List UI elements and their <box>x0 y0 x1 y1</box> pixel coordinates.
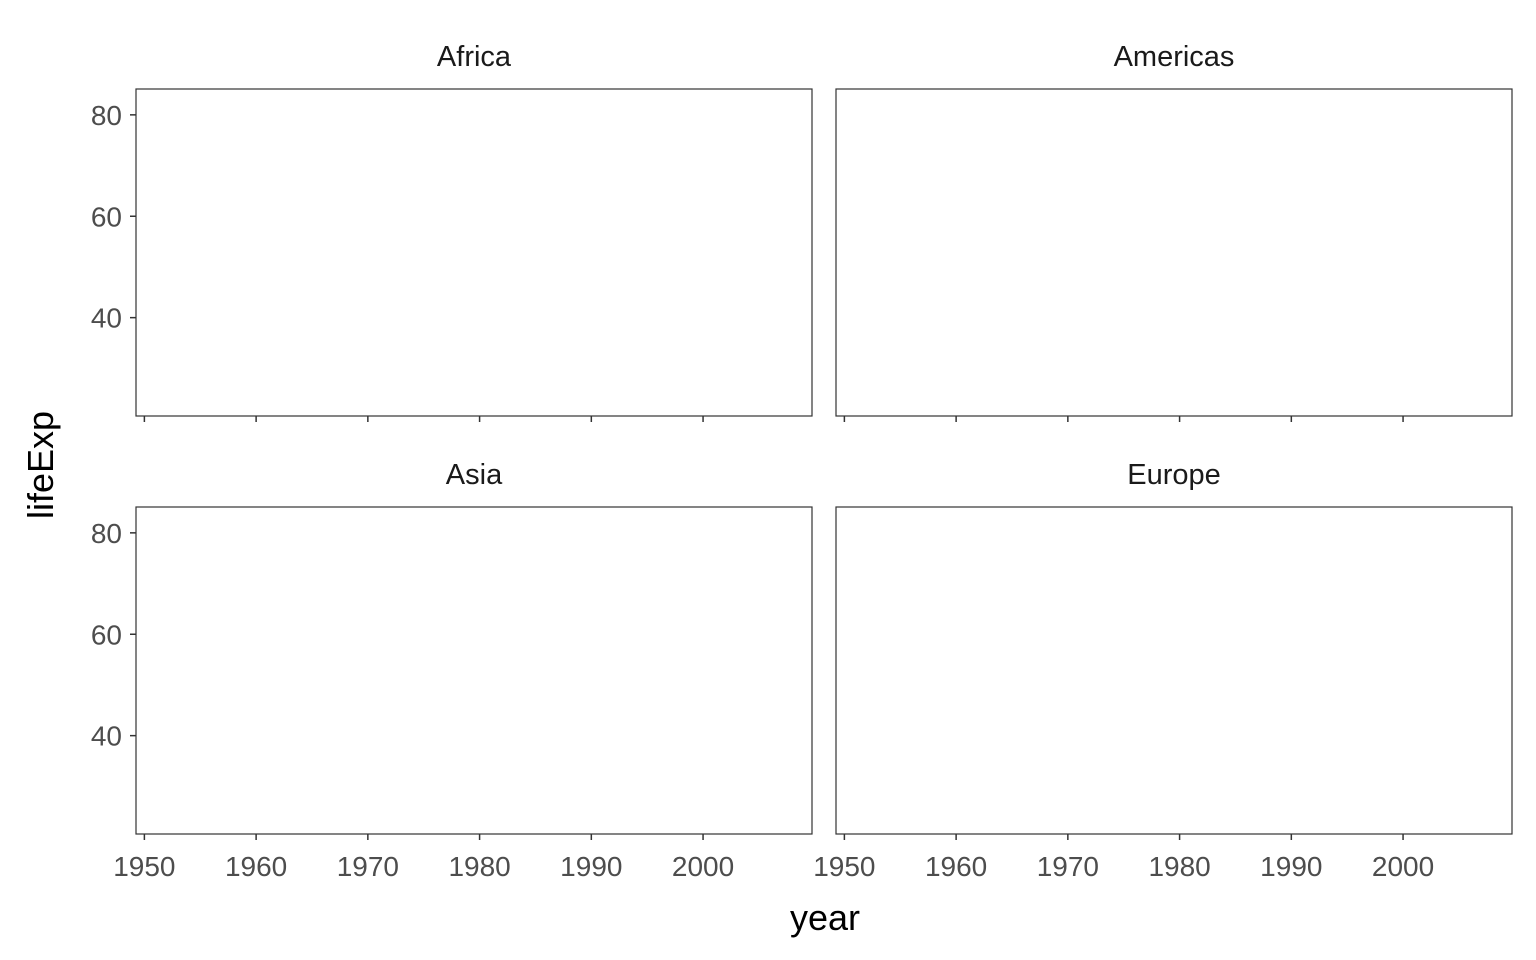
panel-title: Americas <box>1114 41 1235 73</box>
panels-layer: Africa 40 60 80 Americas Asia 40 60 80 1950 1960 19… <box>91 41 1513 882</box>
x-tick-label: 2000 <box>672 851 734 882</box>
panel-africa: Africa 40 60 80 <box>91 41 813 422</box>
y-tick-label: 40 <box>91 303 122 334</box>
x-tick-label: 1990 <box>1260 851 1322 882</box>
panel-asia: Asia 40 60 80 1950 1960 1970 1980 1990 2000 <box>91 459 813 882</box>
x-tick-label: 1960 <box>925 851 987 882</box>
x-tick-label: 1950 <box>813 851 875 882</box>
x-tick-label: 1970 <box>1037 851 1099 882</box>
panel-border <box>835 506 1513 835</box>
panel-americas: Americas <box>835 41 1513 422</box>
y-tick-label: 80 <box>91 518 122 549</box>
x-axis-title: year <box>790 897 860 938</box>
y-tick-label: 40 <box>91 721 122 752</box>
x-tick-label: 1980 <box>1148 851 1210 882</box>
panel-border <box>135 506 813 835</box>
y-axis-title: lifeExp <box>20 411 61 519</box>
y-tick-label: 60 <box>91 619 122 650</box>
x-tick-label: 1960 <box>225 851 287 882</box>
x-tick-label: 2000 <box>1372 851 1434 882</box>
panel-title: Asia <box>446 459 503 491</box>
x-tick-label: 1990 <box>560 851 622 882</box>
panel-border <box>135 88 813 417</box>
panel-title: Africa <box>437 41 512 73</box>
panel-europe: Europe 1950 1960 1970 1980 1990 2000 <box>813 459 1513 882</box>
x-tick-label: 1950 <box>113 851 175 882</box>
y-tick-label: 60 <box>91 201 122 232</box>
x-tick-label: 1980 <box>448 851 510 882</box>
x-tick-label: 1970 <box>337 851 399 882</box>
y-tick-label: 80 <box>91 100 122 131</box>
panel-title: Europe <box>1127 459 1221 491</box>
panel-border <box>835 88 1513 417</box>
